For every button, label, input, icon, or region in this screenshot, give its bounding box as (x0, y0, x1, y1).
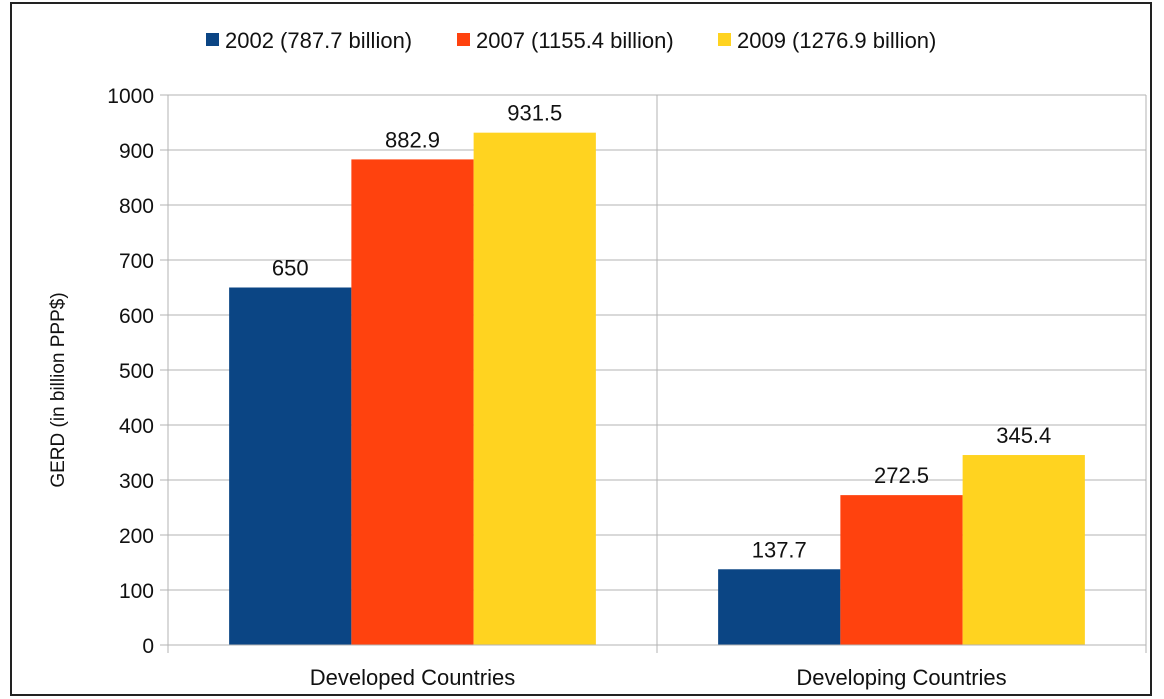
legend: 2002 (787.7 billion) 2007 (1155.4 billion… (206, 28, 936, 53)
axes: 0 100 200 300 400 500 600 700 800 900 1000 Develope… (107, 85, 1146, 690)
y-tick-label: 300 (119, 470, 154, 493)
bar (473, 132, 596, 646)
y-axis-title: GERD (in billion PPP$) (48, 292, 69, 487)
legend-label: 2002 (787.7 billion) (225, 28, 412, 53)
y-tick-label: 200 (119, 525, 154, 548)
data-label: 931.5 (507, 101, 562, 126)
bar (229, 287, 352, 645)
y-tick-label: 400 (119, 415, 154, 438)
bars (229, 132, 1085, 646)
y-tick-label: 800 (119, 195, 154, 218)
y-tick-label: 0 (142, 635, 154, 658)
y-tick-label: 700 (119, 250, 154, 273)
bar (718, 569, 841, 645)
y-tick-label: 1000 (107, 85, 154, 108)
x-category-label: Developing Countries (796, 665, 1006, 690)
data-label: 345.4 (996, 423, 1051, 448)
data-labels: 650 882.9 931.5 137.7 272.5 345.4 (272, 101, 1051, 563)
bar (962, 455, 1085, 645)
bar (840, 495, 963, 645)
bar (351, 159, 474, 645)
data-label: 272.5 (874, 463, 929, 488)
data-label: 882.9 (385, 127, 440, 152)
legend-swatch (718, 33, 731, 46)
legend-label: 2007 (1155.4 billion) (476, 28, 674, 53)
legend-label: 2009 (1276.9 billion) (737, 28, 936, 53)
y-tick-label: 100 (119, 580, 154, 603)
y-tick-label: 900 (119, 140, 154, 163)
x-category-label: Developed Countries (310, 665, 515, 690)
legend-swatch (206, 33, 219, 46)
y-tick-label: 600 (119, 305, 154, 328)
data-label: 650 (272, 256, 309, 281)
y-tick-label: 500 (119, 360, 154, 383)
data-label: 137.7 (752, 537, 807, 562)
legend-swatch (457, 33, 470, 46)
